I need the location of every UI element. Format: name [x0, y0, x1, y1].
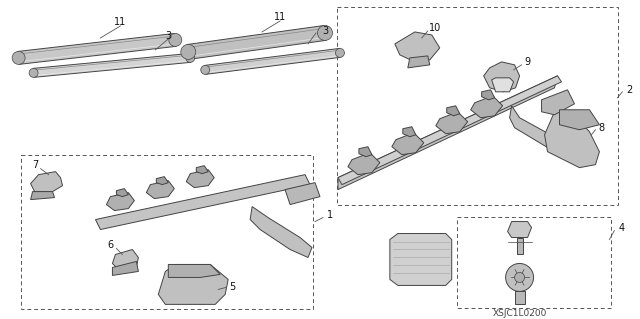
Text: 9: 9: [525, 57, 531, 67]
Circle shape: [12, 51, 25, 64]
Text: 8: 8: [598, 123, 605, 133]
Polygon shape: [250, 207, 312, 257]
Text: 4: 4: [618, 223, 625, 233]
Circle shape: [506, 263, 534, 291]
Polygon shape: [113, 249, 138, 271]
Polygon shape: [113, 262, 138, 275]
Polygon shape: [196, 166, 208, 174]
Polygon shape: [205, 48, 340, 74]
Text: 11: 11: [274, 12, 286, 22]
Polygon shape: [408, 56, 430, 68]
Circle shape: [201, 65, 210, 74]
Polygon shape: [436, 112, 468, 134]
Polygon shape: [545, 112, 600, 168]
Polygon shape: [168, 264, 220, 278]
Polygon shape: [482, 90, 495, 100]
Polygon shape: [447, 106, 460, 116]
Polygon shape: [559, 110, 600, 130]
Polygon shape: [509, 106, 575, 160]
Polygon shape: [515, 291, 525, 304]
Polygon shape: [348, 153, 380, 174]
Bar: [337, 7, 618, 204]
Polygon shape: [403, 127, 416, 137]
Polygon shape: [156, 177, 168, 185]
Circle shape: [29, 68, 38, 77]
Polygon shape: [31, 192, 54, 200]
Polygon shape: [484, 62, 520, 92]
Bar: [20, 155, 313, 309]
Polygon shape: [106, 193, 134, 211]
Polygon shape: [116, 189, 129, 197]
Polygon shape: [338, 76, 561, 185]
Circle shape: [186, 53, 195, 63]
Text: 2: 2: [627, 85, 632, 95]
Text: 11: 11: [115, 17, 127, 27]
Text: 6: 6: [108, 240, 113, 249]
Text: XSJC1L0200: XSJC1L0200: [492, 309, 547, 318]
Polygon shape: [395, 32, 440, 62]
Bar: [457, 217, 611, 308]
Circle shape: [317, 26, 332, 41]
Polygon shape: [390, 234, 452, 286]
Text: 1: 1: [327, 210, 333, 219]
Circle shape: [515, 272, 525, 282]
Circle shape: [180, 44, 196, 59]
Polygon shape: [31, 172, 63, 192]
Polygon shape: [492, 78, 514, 92]
Polygon shape: [95, 174, 310, 230]
Polygon shape: [508, 222, 532, 238]
Text: 3: 3: [165, 31, 172, 41]
Text: 3: 3: [322, 26, 328, 36]
Polygon shape: [338, 76, 557, 189]
Circle shape: [335, 48, 344, 57]
Polygon shape: [33, 53, 191, 77]
Circle shape: [169, 33, 182, 46]
Polygon shape: [392, 133, 424, 155]
Polygon shape: [147, 181, 174, 199]
Text: 5: 5: [229, 282, 236, 293]
Polygon shape: [188, 26, 326, 59]
Polygon shape: [516, 238, 523, 255]
Text: 10: 10: [429, 23, 441, 33]
Polygon shape: [359, 147, 372, 157]
Text: 7: 7: [33, 160, 38, 170]
Polygon shape: [541, 90, 575, 115]
Polygon shape: [470, 96, 502, 118]
Polygon shape: [186, 170, 214, 188]
Polygon shape: [158, 264, 228, 304]
Polygon shape: [285, 182, 320, 204]
Polygon shape: [18, 33, 176, 64]
